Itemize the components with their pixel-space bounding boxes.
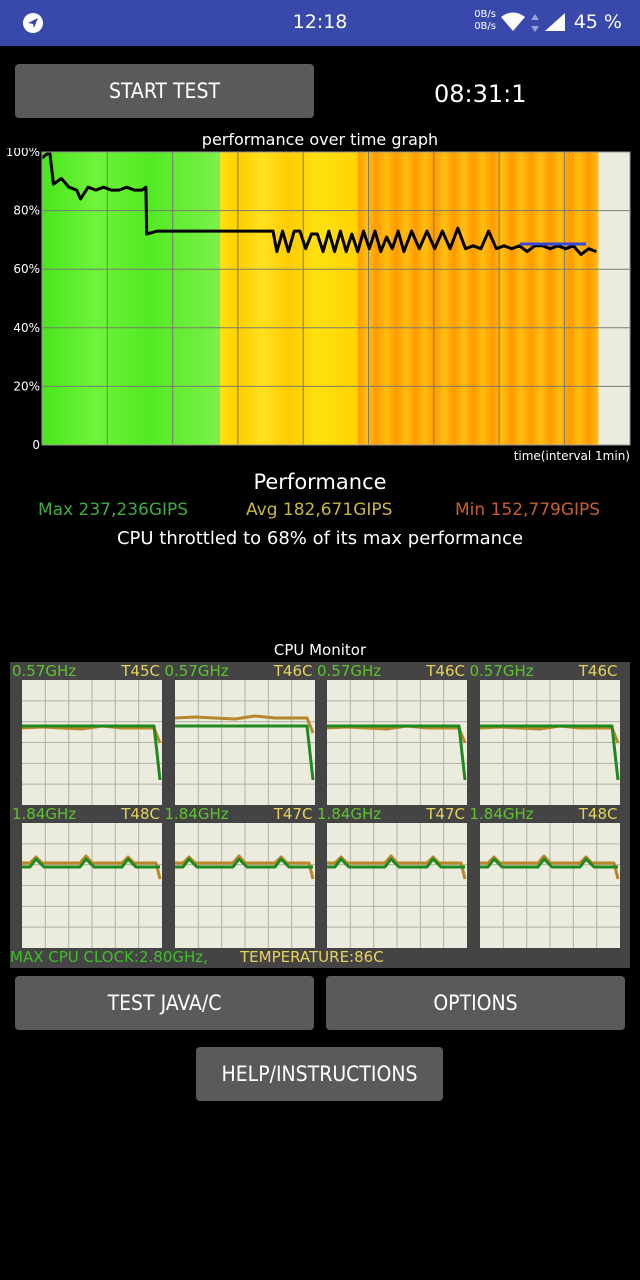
- core-graph: [22, 823, 162, 948]
- core-graph: [327, 823, 467, 948]
- avg-performance: Avg 182,671GIPS: [246, 500, 393, 520]
- options-button[interactable]: OPTIONS: [326, 976, 625, 1030]
- graph-title: performance over time graph: [201, 130, 439, 149]
- navigation-icon: [23, 13, 43, 33]
- cpu-core-1: 0.57GHz T46C: [163, 662, 315, 805]
- cpu-temperature: TEMPERATURE:86C: [240, 948, 384, 966]
- core-frequency: 0.57GHz: [469, 662, 534, 680]
- max-cpu-clock: MAX CPU CLOCK:2.80GHz,: [10, 948, 208, 966]
- core-temperature: T47C: [273, 805, 313, 823]
- performance-fill: [42, 152, 599, 445]
- core-graph: [22, 680, 162, 805]
- core-temperature: T46C: [273, 662, 313, 680]
- signal-icon: [545, 13, 565, 31]
- core-frequency: 1.84GHz: [469, 805, 534, 823]
- network-speed: 0B/s 0B/s: [462, 9, 496, 33]
- core-frequency: 0.57GHz: [12, 662, 77, 680]
- cpu-core-2: 0.57GHz T46C: [315, 662, 467, 805]
- core-temperature: T46C: [426, 662, 465, 680]
- clock: 12:18: [292, 11, 348, 33]
- cpu-core-4: 1.84GHz T48C: [10, 805, 162, 948]
- test-timer: 08:31:1: [434, 80, 527, 108]
- cpu-core-7: 1.84GHz T48C: [468, 805, 620, 948]
- net-down: 0B/s: [474, 21, 496, 32]
- y-tick-label: 0: [32, 438, 40, 452]
- min-performance: Min 152,779GIPS: [455, 500, 601, 520]
- fill-orange-segment: [357, 152, 599, 445]
- x-axis-label: time(interval 1min): [513, 449, 630, 463]
- core-frequency: 0.57GHz: [164, 662, 229, 680]
- fill-yellow-segment: [220, 152, 358, 445]
- core-graph: [174, 823, 315, 948]
- y-axis-ticks: 100% 80% 60% 40% 20% 0: [6, 148, 40, 452]
- throttle-summary: CPU throttled to 68% of its max performa…: [116, 528, 524, 549]
- status-bar: 12:18 0B/s 0B/s 45 %: [0, 0, 640, 46]
- performance-title: Performance: [253, 470, 387, 494]
- y-tick-label: 40%: [13, 321, 40, 335]
- core-graph: [479, 680, 620, 805]
- y-tick-label: 80%: [13, 204, 40, 218]
- cpu-monitor-panel: 0.57GHz T45C 0.57GHz T46C 0.57GHz T46C 0.57GHz…: [10, 662, 630, 968]
- performance-graph: 100% 80% 60% 40% 20% 0: [6, 148, 631, 452]
- core-temperature: T45C: [121, 662, 160, 680]
- core-frequency: 1.84GHz: [12, 805, 77, 823]
- core-frequency: 1.84GHz: [317, 805, 382, 823]
- cpu-core-3: 0.57GHz T46C: [468, 662, 620, 805]
- y-tick-label: 100%: [6, 148, 40, 159]
- core-frequency: 0.57GHz: [317, 662, 382, 680]
- wifi-icon: [501, 12, 525, 31]
- cpu-core-0: 0.57GHz T45C: [10, 662, 162, 805]
- cpu-monitor-title: CPU Monitor: [273, 641, 367, 659]
- core-graph: [327, 680, 467, 805]
- fill-green-segment: [42, 152, 221, 445]
- core-frequency: 1.84GHz: [164, 805, 229, 823]
- y-tick-label: 60%: [13, 262, 40, 276]
- core-graph: [479, 823, 620, 948]
- core-temperature: T47C: [426, 805, 465, 823]
- core-temperature: T46C: [578, 662, 618, 680]
- core-graph: [174, 680, 315, 805]
- performance-line: [41, 150, 597, 256]
- battery-level: 45 %: [573, 11, 622, 33]
- help-instructions-button[interactable]: HELP/INSTRUCTIONS: [196, 1047, 443, 1101]
- test-java-c-button[interactable]: TEST JAVA/C: [15, 976, 314, 1030]
- net-up: 0B/s: [474, 9, 496, 20]
- plot-border: [41, 151, 631, 446]
- cpu-core-6: 1.84GHz T47C: [315, 805, 467, 948]
- data-arrows-icon: [531, 14, 539, 32]
- max-performance: Max 237,236GIPS: [38, 500, 189, 520]
- start-test-button[interactable]: START TEST: [15, 64, 314, 118]
- y-tick-label: 20%: [13, 379, 40, 393]
- core-temperature: T48C: [121, 805, 160, 823]
- grid-lines: [42, 152, 630, 445]
- core-temperature: T48C: [578, 805, 618, 823]
- cpu-core-5: 1.84GHz T47C: [163, 805, 315, 948]
